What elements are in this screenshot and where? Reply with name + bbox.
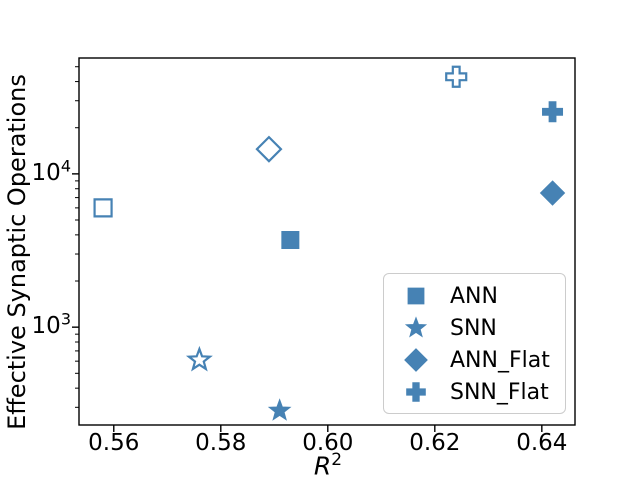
- legend-plus-icon: [406, 382, 426, 402]
- plot-area: [78, 57, 576, 426]
- x-axis-label-exponent: 2: [331, 450, 343, 471]
- legend-entry-ann-flat: ANN_Flat: [397, 344, 565, 376]
- legend-label: SNN_Flat: [450, 379, 549, 405]
- legend-entry-ann: ANN: [397, 280, 565, 312]
- legend-label: ANN_Flat: [450, 347, 550, 373]
- marker-SNN_Flat-open: [445, 65, 468, 88]
- x-tick-label: 0.56: [88, 430, 140, 456]
- legend: ANN SNN ANN_Flat SNN_Flat: [383, 273, 566, 414]
- marker-ANN_Flat-open: [255, 135, 283, 163]
- legend-label: ANN: [450, 283, 498, 309]
- y-axis-label: Effective Synaptic Operations: [3, 74, 31, 430]
- marker-SNN_Flat-filled: [542, 101, 564, 123]
- star-icon: [404, 316, 428, 338]
- legend-star-icon: [404, 316, 428, 338]
- legend-diamond-icon: [404, 348, 428, 372]
- marker-SNN-filled: [267, 398, 292, 421]
- x-tick-label: 0.64: [516, 430, 568, 456]
- x-axis-label: R2: [314, 452, 342, 480]
- marker-ANN-open: [93, 198, 113, 218]
- marker-SNN-open: [185, 345, 213, 372]
- x-tick-label: 0.58: [195, 430, 247, 456]
- marker-ANN_Flat-filled: [539, 180, 566, 206]
- plus-icon: [406, 382, 426, 402]
- square-icon: [407, 287, 425, 305]
- x-tick-label: 0.62: [409, 430, 461, 456]
- y-tick-label: 103: [31, 309, 71, 340]
- legend-entry-snn: SNN: [397, 312, 565, 344]
- diamond-icon: [404, 348, 428, 372]
- legend-square-icon: [407, 287, 425, 305]
- y-tick-label: 104: [31, 156, 71, 186]
- legend-label: SNN: [450, 315, 497, 341]
- x-axis-label-base: R: [313, 451, 332, 480]
- legend-entry-snn-flat: SNN_Flat: [397, 376, 565, 408]
- x-tick-label: 0.60: [302, 430, 354, 456]
- marker-ANN-filled: [281, 231, 300, 250]
